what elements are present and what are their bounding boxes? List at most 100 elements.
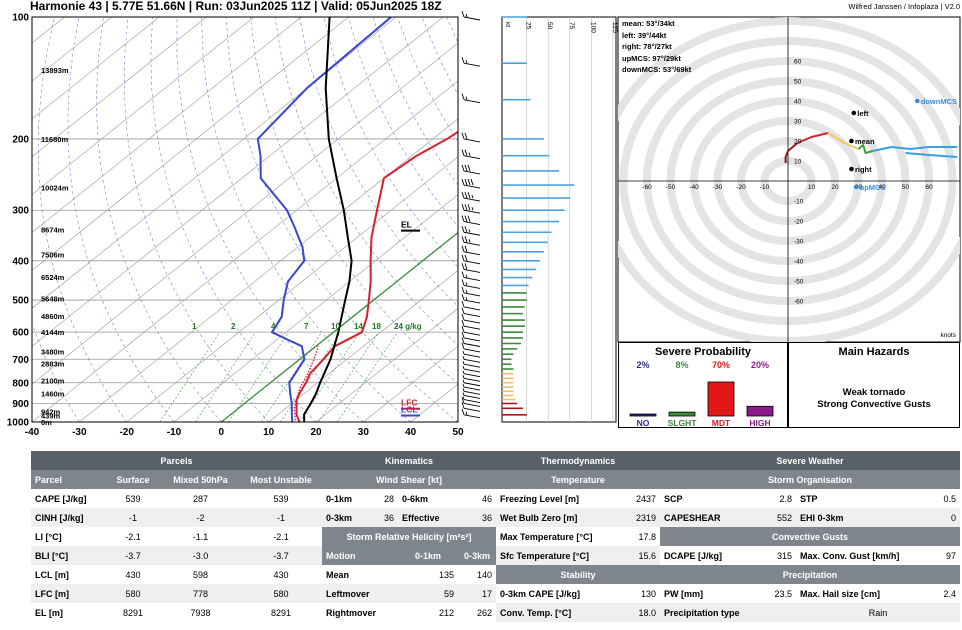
table-row: Wet Bulb Zero [m] 2319	[496, 508, 660, 527]
temperature-tick-label: -20	[119, 427, 134, 438]
row-label: Max. Hail size [cm]	[800, 588, 881, 599]
barb-staff	[463, 260, 481, 265]
barb-flag	[461, 279, 465, 286]
barb-flag	[461, 397, 465, 404]
barb-staff	[463, 184, 481, 189]
table-row: Rightmover 212 262	[322, 603, 497, 622]
cell: 135	[438, 569, 454, 580]
row-label: CAPESHEAR	[664, 512, 721, 523]
wind-barb	[461, 331, 481, 342]
wind-barb	[461, 226, 481, 236]
wind-barb	[461, 93, 481, 104]
barb-flag	[464, 191, 468, 199]
hodo-y-tick: 10	[794, 159, 802, 166]
pressure-tick-label: 200	[12, 134, 29, 145]
hodo-y-tick: 30	[794, 119, 802, 126]
isotherm-line	[32, 17, 349, 271]
cell: 140	[477, 569, 493, 580]
cell: -2.1	[125, 531, 141, 542]
pressure-tick-label: 400	[12, 256, 29, 267]
hodo-trace	[857, 144, 873, 154]
wind-barb	[461, 10, 481, 21]
row-label: CINH [J/kg]	[35, 512, 84, 523]
row-label: Freezing Level [m]	[500, 493, 580, 504]
wind-barb	[461, 263, 481, 273]
barb-staff	[463, 399, 481, 403]
barb-staff	[463, 390, 481, 395]
hodo-y-tick: 40	[794, 99, 802, 106]
cell: 36	[482, 512, 493, 523]
barb-staff	[463, 325, 481, 330]
col-header: Surface	[116, 474, 150, 485]
gusts-title: Convective Gusts	[771, 531, 849, 542]
wind-barb	[461, 326, 481, 336]
barb-flag	[461, 10, 465, 18]
barb-flag	[464, 132, 468, 140]
barb-half	[465, 274, 468, 278]
organisation-title: Storm Organisation	[767, 474, 852, 485]
mixing-ratio-label: 4	[271, 322, 276, 331]
barb-half	[465, 411, 468, 415]
barb-staff	[463, 62, 481, 67]
barb-flag	[461, 164, 465, 172]
row-label: Wet Bulb Zero [m]	[500, 512, 578, 523]
barb-flag	[461, 313, 465, 321]
hodo-y-tick: -50	[794, 279, 804, 286]
hodo-trace	[905, 152, 958, 158]
hodo-marker-label: upMCS	[860, 183, 886, 192]
barb-staff	[463, 377, 481, 382]
hodo-marker-label: left	[857, 109, 869, 118]
cell: 580	[125, 588, 141, 599]
barb-flag	[461, 402, 465, 409]
isotherm-line	[32, 17, 302, 233]
wind-barb	[461, 149, 481, 160]
row-label: STP	[800, 493, 818, 504]
barb-staff	[463, 221, 481, 226]
barb-half	[462, 370, 465, 374]
mixing-ratio-line	[159, 331, 221, 422]
cell: 262	[477, 607, 493, 618]
dry-adiabat	[274, 17, 458, 346]
barb-staff	[463, 99, 481, 104]
wind-barb	[461, 293, 481, 304]
barb-flag	[464, 164, 468, 172]
wind-speed-tick-label: 100	[589, 22, 596, 33]
barb-staff	[463, 319, 481, 324]
isotherm-line	[173, 194, 458, 422]
pressure-tick-label: 300	[12, 206, 29, 217]
cell: 23.5	[774, 588, 792, 599]
barb-half	[465, 282, 468, 286]
mixing-ratio-line	[195, 331, 256, 422]
hodo-x-tick: -30	[713, 184, 723, 191]
parcels-table: Parcels Parcel Surface Mixed 50hPa Most …	[31, 451, 323, 622]
barb-staff	[463, 292, 481, 297]
cell: -3.7	[125, 550, 141, 561]
height-label: 2883m	[41, 360, 65, 369]
barb-flag	[461, 307, 465, 314]
mixing-ratio-label: 18	[372, 322, 381, 331]
row-label: Precipitation type	[664, 607, 740, 618]
hodo-unit-label: knots	[940, 332, 956, 339]
barb-staff	[463, 268, 481, 273]
mixing-ratio-label: 10	[331, 322, 340, 331]
table-row: LFC [m] 580 778 580	[31, 584, 323, 603]
wind-barb	[461, 320, 481, 330]
hodo-marker-mean	[849, 138, 854, 144]
dry-adiabat	[176, 17, 364, 422]
isotherm-line	[268, 270, 458, 422]
cell: 7938	[190, 607, 211, 618]
dewpoint-line	[256, 17, 392, 422]
barb-half	[468, 229, 471, 233]
mixing-ratio-label: 24 g/kg	[394, 322, 422, 331]
hodo-y-tick: 50	[794, 79, 802, 86]
row-label: EHI 0-3km	[800, 512, 844, 523]
wind-speed-tick-label: 25	[525, 22, 532, 30]
cell: 287	[192, 493, 209, 504]
row-label: 0-3km	[326, 512, 353, 523]
legend-left: left: 39°/44kt	[622, 30, 667, 40]
cell: 59	[443, 588, 454, 599]
barb-flag	[461, 93, 465, 100]
isotherm-line	[32, 17, 207, 158]
temperature-tick-label: -40	[25, 427, 40, 438]
hodo-y-tick: 20	[794, 139, 802, 146]
